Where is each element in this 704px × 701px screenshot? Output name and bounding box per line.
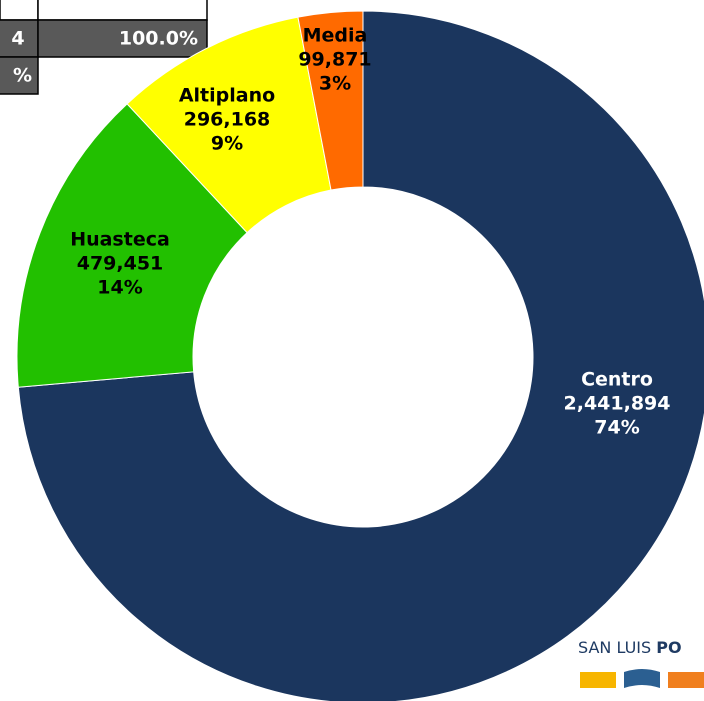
- table-text: 4: [11, 28, 24, 50]
- segment-percent: 74%: [594, 417, 639, 439]
- table-text: %: [13, 65, 32, 87]
- donut-segment: [17, 10, 704, 701]
- logo-bold: PO: [656, 638, 681, 657]
- table-cell: [0, 56, 39, 95]
- table-cell: [37, 19, 208, 58]
- segment-name: Media: [303, 25, 368, 47]
- segment-value: 479,451: [77, 253, 164, 275]
- segment-name: Centro: [581, 369, 653, 391]
- donut-segment: [297, 10, 364, 191]
- segment-percent: 3%: [319, 73, 351, 95]
- logo-text: SAN LUIS PO: [578, 638, 682, 657]
- segment-percent: 14%: [97, 277, 142, 299]
- table-cell: [37, 0, 208, 21]
- logo-shape: [624, 669, 660, 688]
- segment-name: Huasteca: [70, 229, 170, 251]
- segment-percent: 9%: [211, 133, 243, 155]
- donut-segment: [16, 103, 248, 388]
- segment-name: Altiplano: [179, 85, 275, 107]
- segment-value: 296,168: [184, 109, 271, 131]
- logo-regular: SAN LUIS: [578, 638, 656, 657]
- logo-shape: [580, 672, 616, 688]
- segment-value: 2,441,894: [564, 393, 671, 415]
- logo-shape: [668, 672, 704, 688]
- table-cell: [0, 0, 39, 21]
- donut: [16, 10, 704, 701]
- segment-value: 99,871: [298, 49, 371, 71]
- table-text: 100.0%: [119, 28, 198, 50]
